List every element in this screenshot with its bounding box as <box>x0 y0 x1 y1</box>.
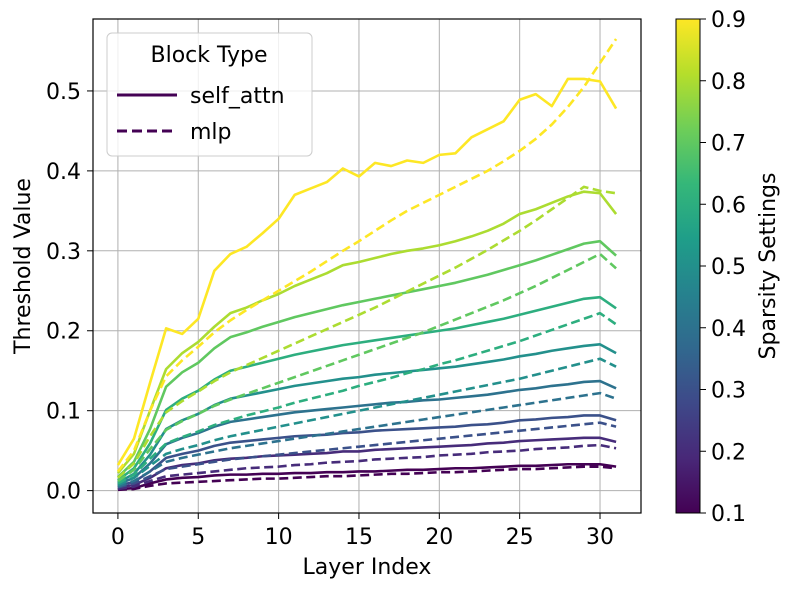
y-tick-label: 0.2 <box>46 320 81 345</box>
self-attn-series-line <box>117 462 617 491</box>
y-tick-label: 0.5 <box>46 80 81 105</box>
colorbar-tick-label: 0.4 <box>711 317 746 342</box>
colorbar <box>675 18 701 514</box>
series-group <box>116 38 618 492</box>
mlp-series-line <box>117 311 617 485</box>
legend-label-self-attn: self_attn <box>190 84 285 109</box>
colorbar-label: Sparsity Settings <box>756 173 781 360</box>
mlp-series-line <box>117 252 617 483</box>
x-tick-label: 0 <box>111 525 125 550</box>
plot-frame <box>92 18 642 514</box>
self-attn-series-line <box>116 77 618 466</box>
mlp-series-line <box>117 443 617 491</box>
self-attn-series-line <box>117 379 617 486</box>
y-axis-ticks: 0.0 0.1 0.2 0.3 0.4 0.5 <box>46 80 93 505</box>
x-tick-label: 5 <box>191 525 205 550</box>
x-tick-label: 25 <box>506 525 534 550</box>
self-attn-series-line <box>117 414 617 488</box>
colorbar-tick-label: 0.8 <box>711 70 746 95</box>
mlp-series-line <box>116 38 618 473</box>
legend-box <box>106 32 313 157</box>
x-tick-label: 15 <box>345 525 373 550</box>
x-axis-label: Layer Index <box>303 555 432 580</box>
self-attn-series-line <box>117 239 617 478</box>
legend-title: Block Type <box>150 43 267 68</box>
colorbar-tick-label: 0.5 <box>711 255 746 280</box>
mlp-series-line <box>117 357 617 487</box>
colorbar-tick-label: 0.9 <box>711 8 746 33</box>
colorbar-tick-label: 0.6 <box>711 193 746 218</box>
y-tick-label: 0.4 <box>46 160 81 185</box>
mlp-series-line <box>117 185 617 479</box>
x-tick-label: 10 <box>265 525 293 550</box>
y-tick-label: 0.1 <box>46 400 81 425</box>
y-axis-label: Threshold Value <box>11 178 36 355</box>
y-tick-label: 0.0 <box>46 480 81 505</box>
x-tick-label: 30 <box>586 525 614 550</box>
mlp-series-line <box>117 391 617 488</box>
colorbar-tick-label: 0.2 <box>711 440 746 465</box>
colorbar-ticks: 0.1 0.2 0.3 0.4 0.5 0.6 0.7 0.8 0.9 <box>700 8 746 527</box>
self-attn-series-line <box>116 190 618 474</box>
colorbar-tick-label: 0.1 <box>711 502 746 527</box>
legend: Block Type self_attn mlp <box>106 32 313 157</box>
y-tick-label: 0.3 <box>46 240 81 265</box>
x-axis-ticks: 0 5 10 15 20 25 30 <box>111 513 614 550</box>
legend-label-mlp: mlp <box>190 120 232 145</box>
x-tick-label: 20 <box>425 525 453 550</box>
colorbar-tick-label: 0.7 <box>711 132 746 157</box>
colorbar-tick-label: 0.3 <box>711 379 746 404</box>
mlp-series-line <box>117 465 617 492</box>
mlp-series-line <box>117 421 617 489</box>
